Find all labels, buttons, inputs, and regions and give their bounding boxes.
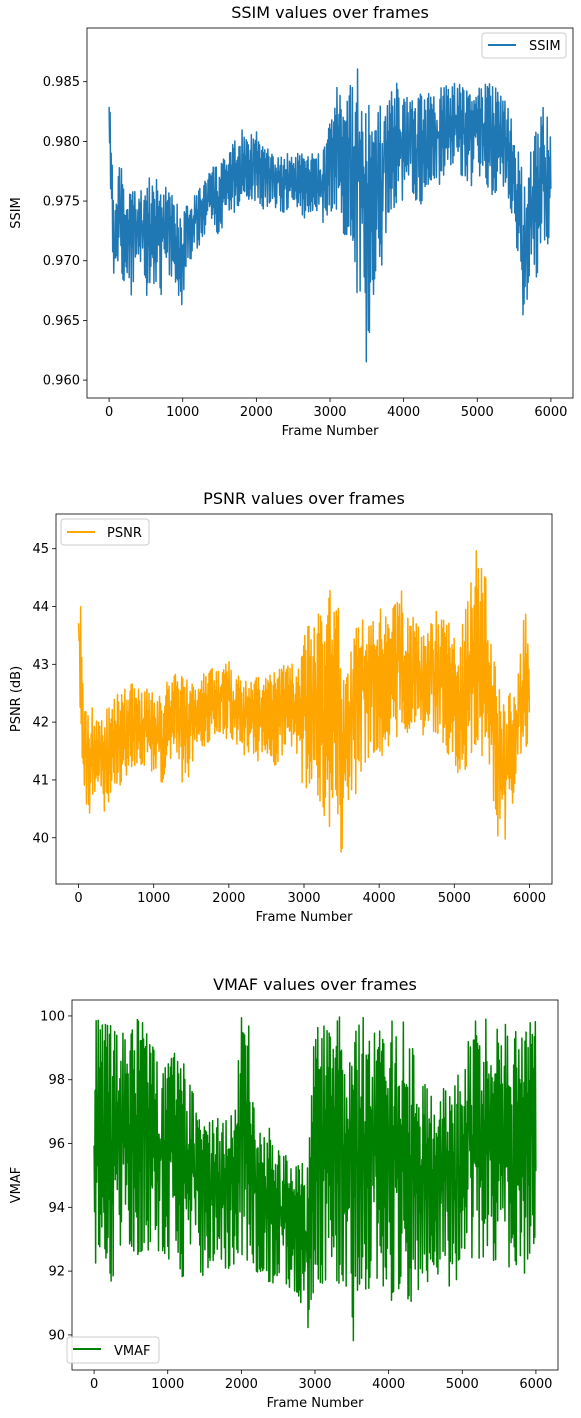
y-tick-label: 100: [40, 1009, 65, 1024]
y-tick-label: 45: [32, 542, 49, 557]
x-axis-label: Frame Number: [282, 424, 380, 439]
legend: SSIM: [481, 32, 567, 59]
legend-label: SSIM: [529, 39, 561, 54]
x-tick-label: 2000: [225, 1377, 258, 1392]
vmaf-chart: VMAF values over frames 0 1000 2000 3000 4000…: [9, 975, 559, 1411]
x-tick-label: 1000: [137, 891, 170, 906]
y-tick-label: 0.985: [43, 75, 80, 90]
x-axis-label: Frame Number: [256, 910, 354, 925]
x-tick-label: 1000: [166, 405, 199, 420]
y-axis-label: PSNR (dB): [9, 666, 24, 732]
chart-title: SSIM values over frames: [231, 3, 429, 22]
y-tick-label: 0.960: [43, 374, 80, 389]
y-axis-label: SSIM: [9, 197, 24, 229]
y-tick-label: 41: [32, 773, 49, 788]
y-tick-label: 44: [32, 600, 49, 615]
x-tick-label: 4000: [372, 1377, 405, 1392]
x-tick-label: 3000: [298, 1377, 331, 1392]
x-tick-label: 4000: [387, 405, 420, 420]
y-tick-label: 40: [32, 831, 49, 846]
x-tick-label: 5000: [446, 1377, 479, 1392]
y-tick-label: 96: [48, 1137, 65, 1152]
y-tick-label: 43: [32, 658, 49, 673]
y-tick-label: 0.980: [43, 135, 80, 150]
chart-title: PSNR values over frames: [203, 489, 405, 508]
chart-title: VMAF values over frames: [213, 975, 417, 994]
y-axis-label: VMAF: [9, 1167, 24, 1203]
psnr-chart: PSNR values over frames 0 1000 2000 3000 4000…: [9, 489, 553, 925]
y-tick-label: 0.965: [43, 314, 80, 329]
x-tick-label: 6000: [519, 1377, 552, 1392]
y-tick-label: 94: [48, 1201, 65, 1216]
y-tick-label: 42: [32, 716, 49, 731]
series-line-vmaf: [93, 1016, 537, 1342]
ssim-chart: SSIM values over frames 0 1000 2000 3000 4000…: [9, 3, 574, 439]
x-tick-label: 2000: [212, 891, 245, 906]
x-tick-label: 1000: [151, 1377, 184, 1392]
x-tick-label: 2000: [240, 405, 273, 420]
x-tick-label: 0: [105, 405, 113, 420]
legend-box: [66, 1336, 160, 1364]
y-tick-label: 92: [48, 1265, 65, 1280]
x-tick-label: 3000: [287, 891, 320, 906]
y-tick-label: 0.975: [43, 195, 80, 210]
x-tick-label: 3000: [313, 405, 346, 420]
legend-box: [60, 518, 150, 546]
x-tick-label: 6000: [534, 405, 567, 420]
legend-box: [481, 32, 567, 59]
y-tick-label: 90: [48, 1328, 65, 1343]
series-line-psnr: [77, 550, 531, 853]
series-line-ssim: [108, 68, 552, 363]
y-tick-label: 98: [48, 1073, 65, 1088]
legend: VMAF: [66, 1336, 160, 1364]
legend: PSNR: [60, 518, 150, 546]
x-tick-label: 0: [90, 1377, 98, 1392]
x-axis-label: Frame Number: [267, 1396, 365, 1411]
x-tick-label: 5000: [461, 405, 494, 420]
x-tick-label: 6000: [513, 891, 546, 906]
legend-label: VMAF: [114, 1344, 150, 1359]
x-tick-label: 0: [74, 891, 82, 906]
y-tick-label: 0.970: [43, 254, 80, 269]
x-tick-label: 5000: [438, 891, 471, 906]
x-tick-label: 4000: [363, 891, 396, 906]
legend-label: PSNR: [107, 526, 142, 541]
